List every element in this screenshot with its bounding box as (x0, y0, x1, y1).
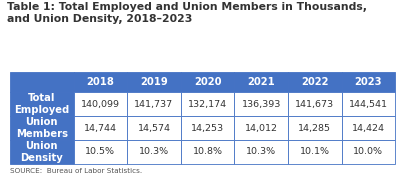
Text: Union
Density: Union Density (20, 141, 63, 163)
Text: SOURCE:  Bureau of Labor Statistics.: SOURCE: Bureau of Labor Statistics. (10, 168, 142, 174)
Text: 14,253: 14,253 (191, 124, 224, 132)
Text: 10.8%: 10.8% (192, 147, 222, 156)
Text: 14,424: 14,424 (352, 124, 385, 132)
Text: 2019: 2019 (140, 77, 168, 87)
Text: 2021: 2021 (247, 77, 275, 87)
Text: 2018: 2018 (86, 77, 114, 87)
Text: 2020: 2020 (194, 77, 221, 87)
Text: 136,393: 136,393 (242, 100, 281, 109)
Text: 14,744: 14,744 (84, 124, 117, 132)
Text: 10.5%: 10.5% (85, 147, 115, 156)
Text: 14,285: 14,285 (298, 124, 331, 132)
Text: 10.3%: 10.3% (139, 147, 169, 156)
Text: 141,673: 141,673 (295, 100, 334, 109)
Text: Table 1: Total Employed and Union Members in Thousands,
and Union Density, 2018–: Table 1: Total Employed and Union Member… (7, 2, 367, 24)
Text: 2022: 2022 (301, 77, 328, 87)
Text: 132,174: 132,174 (188, 100, 227, 109)
Text: 144,541: 144,541 (349, 100, 388, 109)
Text: Union
Members: Union Members (16, 117, 68, 139)
Text: 2023: 2023 (355, 77, 382, 87)
Text: 10.0%: 10.0% (353, 147, 383, 156)
Text: 14,012: 14,012 (245, 124, 278, 132)
Text: 10.3%: 10.3% (246, 147, 276, 156)
Text: Total
Employed: Total Employed (14, 93, 70, 115)
Text: 10.1%: 10.1% (300, 147, 330, 156)
Text: 14,574: 14,574 (138, 124, 170, 132)
Text: 140,099: 140,099 (81, 100, 120, 109)
Text: 141,737: 141,737 (134, 100, 174, 109)
